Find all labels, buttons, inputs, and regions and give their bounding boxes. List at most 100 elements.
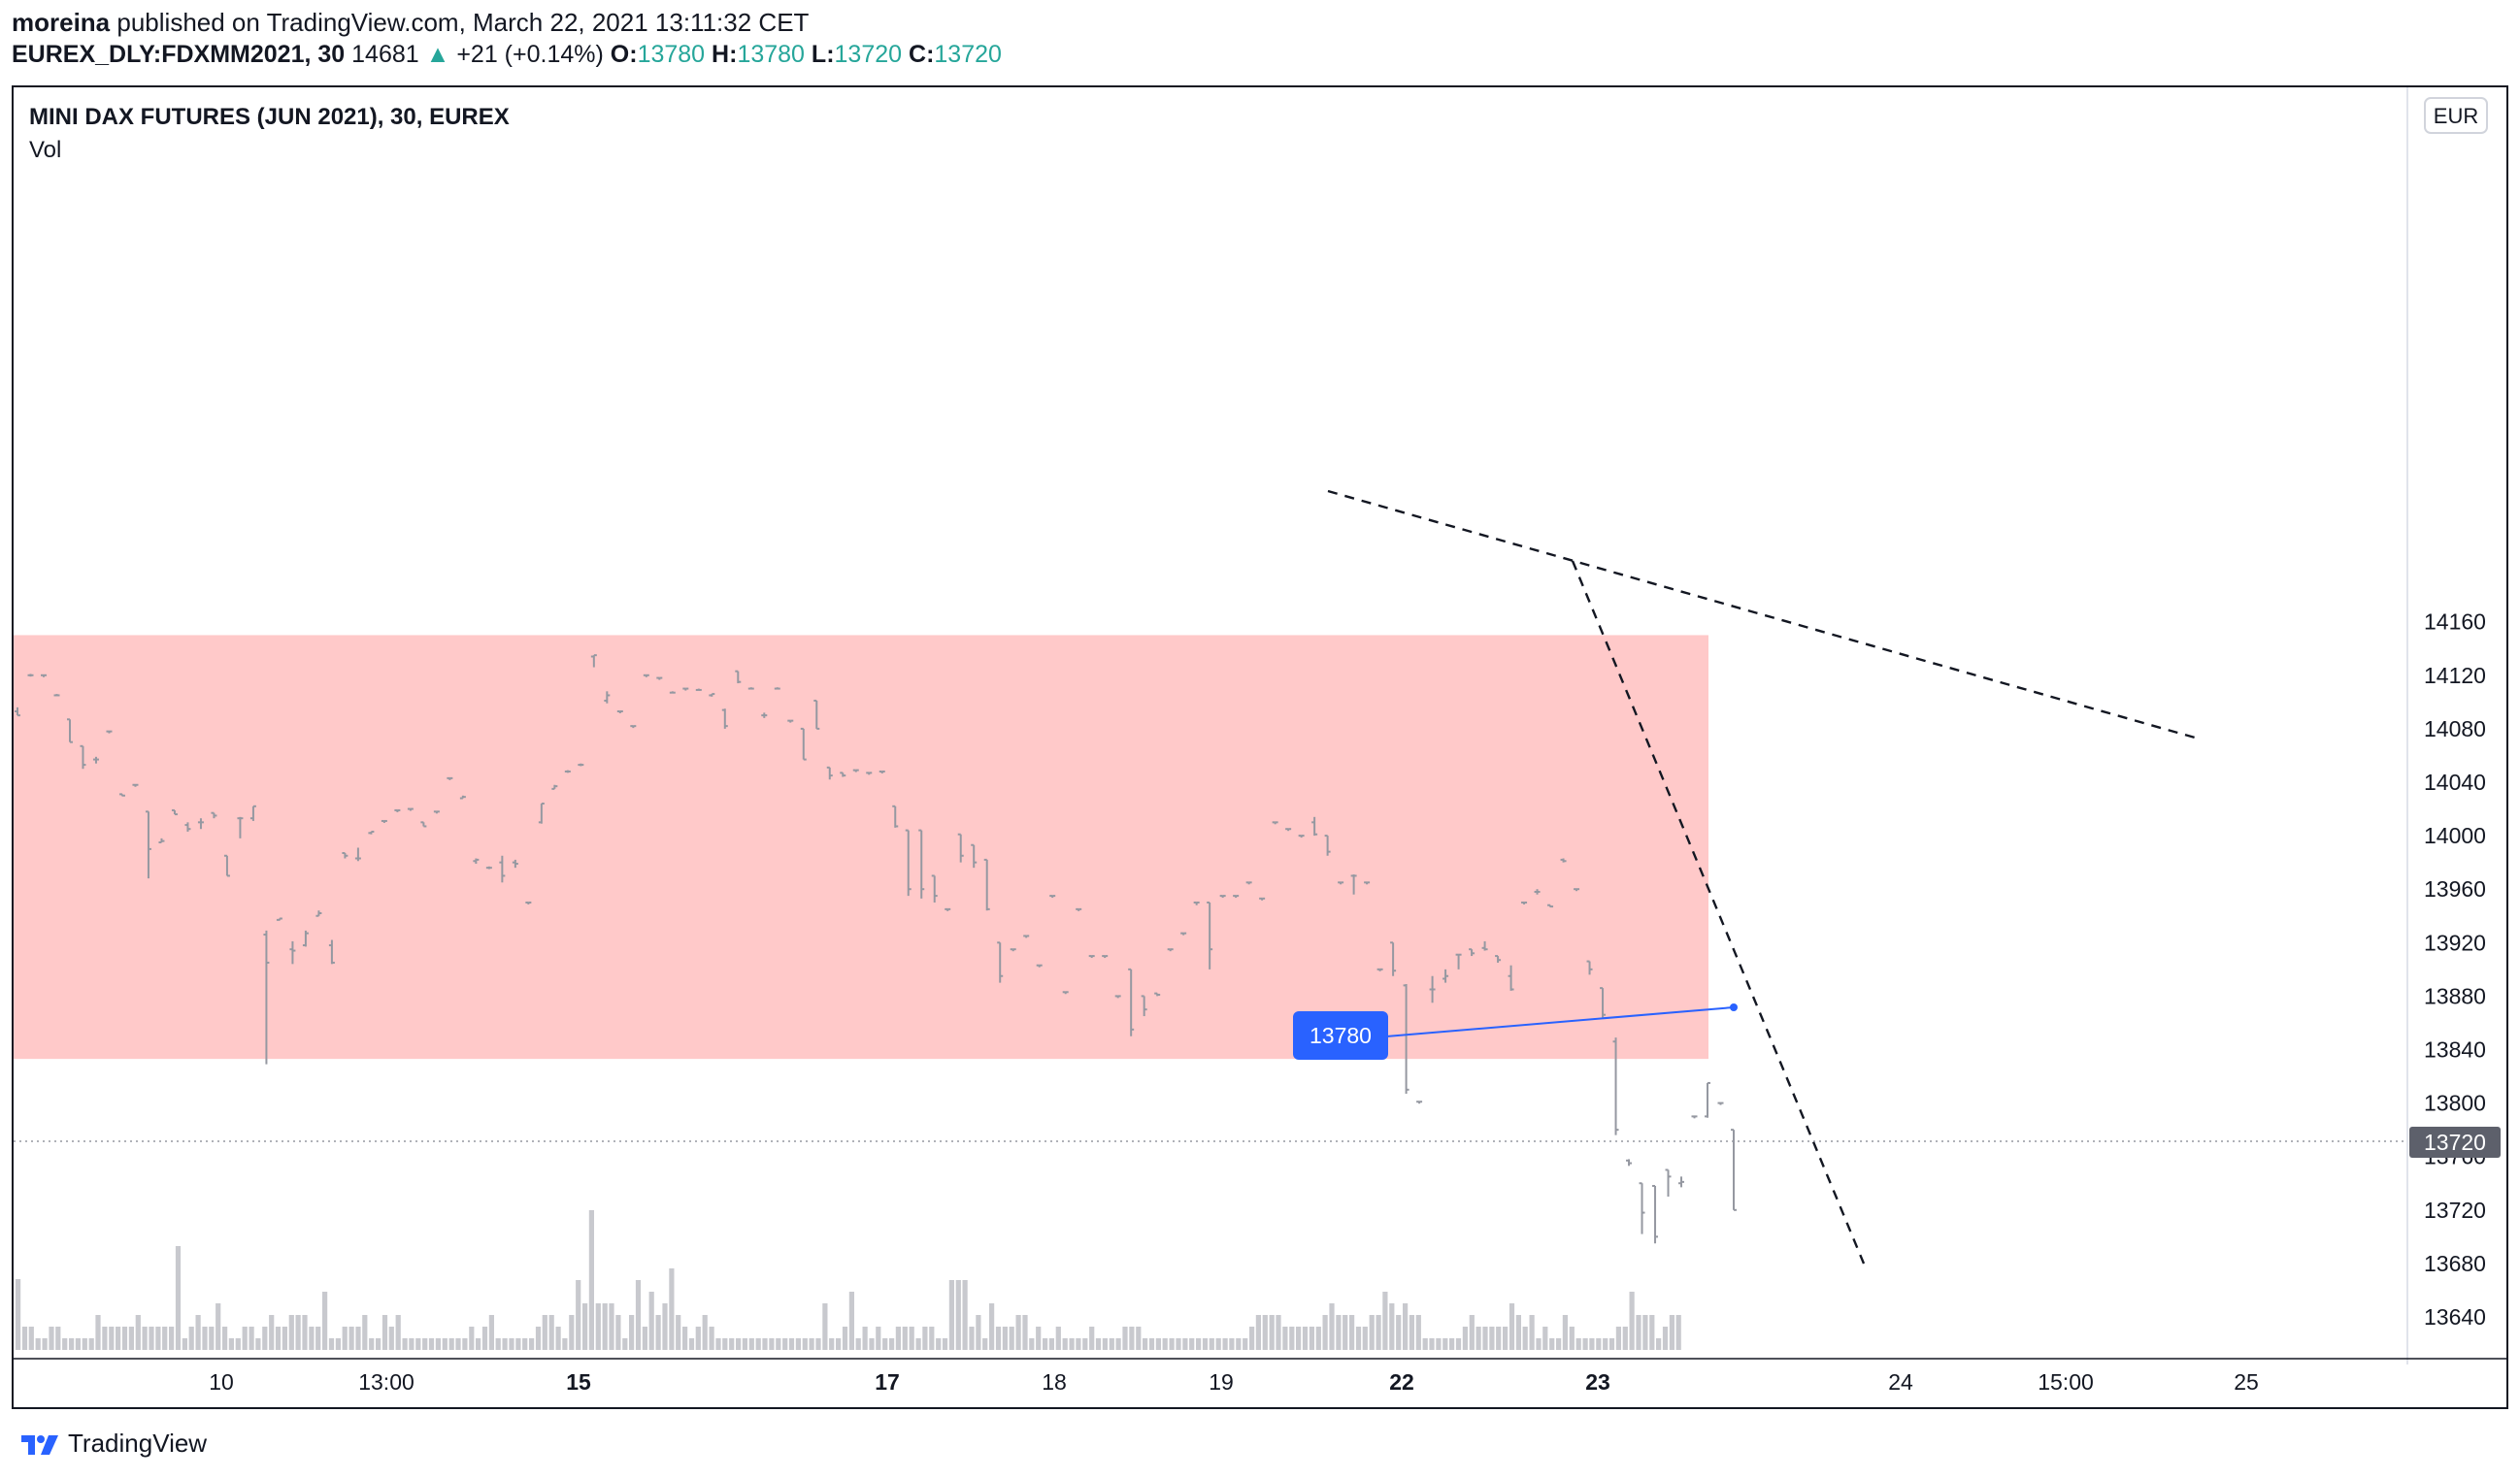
volume-bar <box>469 1327 475 1350</box>
ohlc-bar <box>1469 948 1476 957</box>
ohlc-bar <box>499 855 506 883</box>
volume-bar <box>216 1303 221 1350</box>
ohlc-bar <box>394 808 401 812</box>
volume-bar <box>1382 1292 1388 1350</box>
volume-bar <box>1629 1292 1635 1350</box>
volume-bar <box>736 1338 742 1350</box>
volume-bar <box>702 1315 708 1350</box>
legend-title[interactable]: MINI DAX FUTURES (JUN 2021), 30, EUREX <box>29 104 510 130</box>
ohlc-bar <box>53 694 60 697</box>
ohlc-bar <box>1416 1101 1423 1104</box>
ohlc-bar <box>354 847 361 862</box>
callout-label[interactable]: 13780 <box>1293 1011 1388 1060</box>
high-label: H: <box>712 41 738 68</box>
x-tick-label: 15 <box>566 1369 591 1395</box>
volume-bar <box>82 1338 87 1350</box>
volume-bar <box>1542 1327 1548 1350</box>
volume-bar <box>116 1327 121 1350</box>
volume-bar <box>509 1338 514 1350</box>
volume-bar <box>481 1327 488 1350</box>
volume-bar <box>495 1338 501 1350</box>
ohlc-bar <box>1088 955 1095 959</box>
x-tick-label: 10 <box>209 1369 234 1395</box>
price-change: +21 (+0.14%) <box>456 41 604 68</box>
volume-bar <box>1656 1338 1662 1350</box>
ohlc-bar <box>1442 969 1449 983</box>
volume-bar <box>922 1327 928 1350</box>
ohlc-bar <box>1731 1129 1737 1211</box>
callout-connector[interactable] <box>1385 1006 1735 1037</box>
volume-bar <box>969 1327 975 1350</box>
volume-bar <box>1036 1327 1042 1350</box>
ohlc-bar <box>1102 955 1109 959</box>
callout-anchor[interactable] <box>1730 1003 1738 1011</box>
ohlc-bar <box>1534 889 1541 895</box>
ohlc-bar <box>27 674 34 677</box>
volume-bar <box>128 1327 134 1350</box>
y-tick-label: 13880 <box>2424 983 2486 1008</box>
svg-text:13720: 13720 <box>2424 1130 2486 1155</box>
ohlc-bar <box>512 859 518 869</box>
publish-info: moreina published on TradingView.com, Ma… <box>12 8 809 38</box>
volume-bar <box>1236 1338 1242 1350</box>
volume-bar <box>615 1315 621 1350</box>
volume-bar <box>1476 1327 1481 1350</box>
ohlc-bar <box>485 866 492 870</box>
ohlc-bar <box>1023 935 1030 938</box>
volume-bar <box>1549 1338 1555 1350</box>
ohlc-bar <box>1429 975 1436 1003</box>
ohlc-bar <box>381 819 387 823</box>
resistance-zone[interactable] <box>14 635 1708 1060</box>
ohlc-bar <box>997 941 1004 983</box>
ohlc-bar <box>1665 1168 1672 1198</box>
y-tick-label: 13800 <box>2424 1091 2486 1116</box>
legend-volume[interactable]: Vol <box>29 137 62 163</box>
volume-bar <box>1289 1327 1295 1350</box>
ohlc-bar <box>840 772 846 777</box>
ohlc-bar <box>237 816 244 838</box>
volume-bar <box>942 1338 948 1350</box>
volume-bar <box>435 1338 441 1350</box>
symbol-info: EUREX_DLY:FDXMM2021, 30 14681 ▲ +21 (+0.… <box>12 41 1002 69</box>
volume-bar <box>1489 1327 1495 1350</box>
volume-bar <box>1155 1338 1161 1350</box>
x-tick-label: 17 <box>875 1369 900 1395</box>
ohlc-bar <box>1219 895 1226 899</box>
currency-button[interactable]: EUR <box>2424 97 2488 134</box>
volume-bar <box>262 1327 268 1350</box>
ohlc-bar <box>1167 948 1174 952</box>
ohlc-bar <box>669 691 676 694</box>
volume-bar <box>769 1338 775 1350</box>
volume-bar <box>1302 1327 1309 1350</box>
y-tick-label: 14080 <box>2424 716 2486 741</box>
ohlc-bar <box>656 676 663 680</box>
ohlc-bar <box>1481 940 1488 951</box>
volume-bar <box>929 1327 935 1350</box>
trendline-lower[interactable] <box>1571 560 1866 1265</box>
volume-bar <box>642 1327 647 1350</box>
volume-bar <box>855 1338 861 1350</box>
volume-bar <box>1436 1338 1442 1350</box>
volume-bar <box>629 1315 635 1350</box>
ohlc-bar <box>866 772 873 775</box>
volume-bar <box>1143 1338 1148 1350</box>
ohlc-bar <box>800 727 807 761</box>
volume-bar <box>1389 1303 1395 1350</box>
author-name[interactable]: moreina <box>12 8 111 37</box>
ohlc-bar <box>538 803 545 824</box>
volume-bar <box>1589 1338 1595 1350</box>
chart-frame <box>12 85 2508 1409</box>
volume-bar <box>1515 1315 1521 1350</box>
ohlc-bar <box>1233 895 1240 899</box>
volume-bar <box>1122 1327 1128 1350</box>
volume-bar <box>569 1315 575 1350</box>
ohlc-bar <box>1639 1182 1645 1234</box>
volume-bar <box>1196 1338 1202 1350</box>
footer-brand[interactable]: TradingView <box>19 1429 207 1459</box>
volume-bar <box>1055 1327 1061 1350</box>
ohlc-bar <box>525 901 532 904</box>
volume-bar <box>1669 1315 1674 1350</box>
volume-bar <box>648 1292 654 1350</box>
trendline-upper[interactable] <box>1327 489 2203 741</box>
